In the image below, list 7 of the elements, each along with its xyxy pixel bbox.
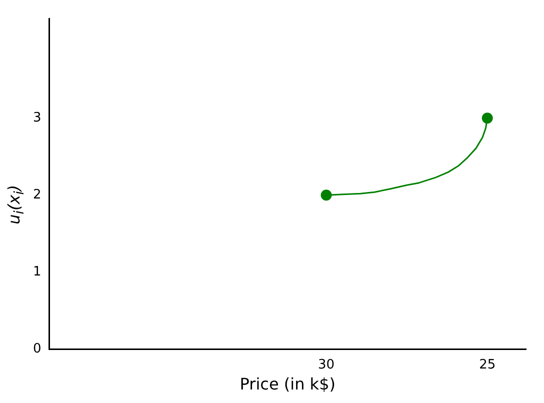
x-tick-label: 25 (479, 357, 496, 372)
y-tick-label: 3 (32, 110, 42, 126)
x-axis-title: Price (in k$) (240, 374, 336, 394)
y-tick-label: 0 (32, 342, 42, 357)
y-tick-label: 2 (32, 188, 42, 203)
x-tick-label: 30 (318, 357, 335, 372)
y-tick-label: 1 (32, 264, 42, 280)
